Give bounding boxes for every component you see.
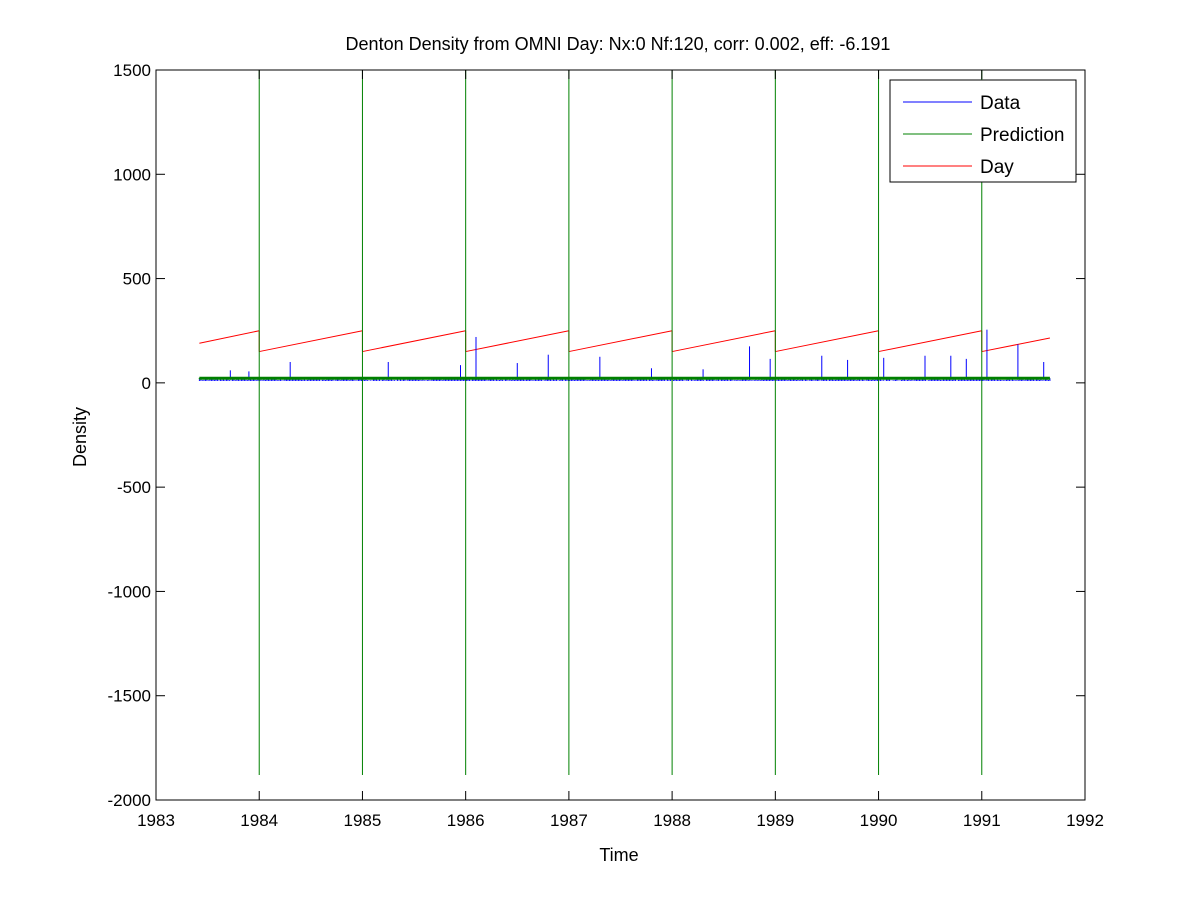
day-segment-3 [465, 330, 569, 353]
x-tick-label: 1992 [1066, 811, 1104, 830]
y-tick-label: -2000 [108, 791, 151, 810]
chart-title: Denton Density from OMNI Day: Nx:0 Nf:12… [346, 34, 891, 54]
day-segment-6 [775, 330, 879, 353]
day-segment-7 [878, 330, 982, 353]
day-segment-2 [362, 330, 466, 353]
y-tick-label: -500 [117, 478, 151, 497]
x-tick-label: 1988 [653, 811, 691, 830]
day-segment-0 [199, 330, 260, 344]
x-tick-label: 1985 [344, 811, 382, 830]
x-axis-label: Time [599, 845, 638, 865]
x-tick-label: 1989 [756, 811, 794, 830]
ticks-layer: 1983 1984 1985 1986 1987 1988 1989 1990 1991 1992… [108, 61, 1104, 830]
x-tick-label: 1986 [447, 811, 485, 830]
day-segment-5 [672, 330, 776, 353]
plot-area [155, 69, 1086, 801]
x-tick-label: 1991 [963, 811, 1001, 830]
series-layer [198, 70, 1051, 775]
y-tick-label: -1500 [108, 687, 151, 706]
day-segment-8 [981, 337, 1051, 353]
day-segment-4 [568, 330, 673, 353]
x-tick-label: 1983 [137, 811, 175, 830]
y-tick-label: -1000 [108, 582, 151, 601]
x-tick-label: 1987 [550, 811, 588, 830]
x-tick-label: 1990 [860, 811, 898, 830]
legend-label: Day [980, 157, 1014, 178]
y-axis-label: Density [70, 407, 90, 467]
day-segment-1 [259, 330, 363, 353]
legend-label: Prediction [980, 125, 1065, 146]
plot-frame [155, 69, 1086, 801]
legend-box [889, 79, 1077, 183]
y-tick-label: 500 [123, 270, 151, 289]
y-tick-label: 1000 [113, 165, 151, 184]
y-tick-label: 0 [142, 374, 151, 393]
legend-label: Data [980, 93, 1021, 114]
x-tick-label: 1984 [240, 811, 278, 830]
legend: Data Prediction Day [889, 79, 1077, 183]
y-tick-label: 1500 [113, 61, 151, 80]
plot-background [156, 70, 1085, 800]
